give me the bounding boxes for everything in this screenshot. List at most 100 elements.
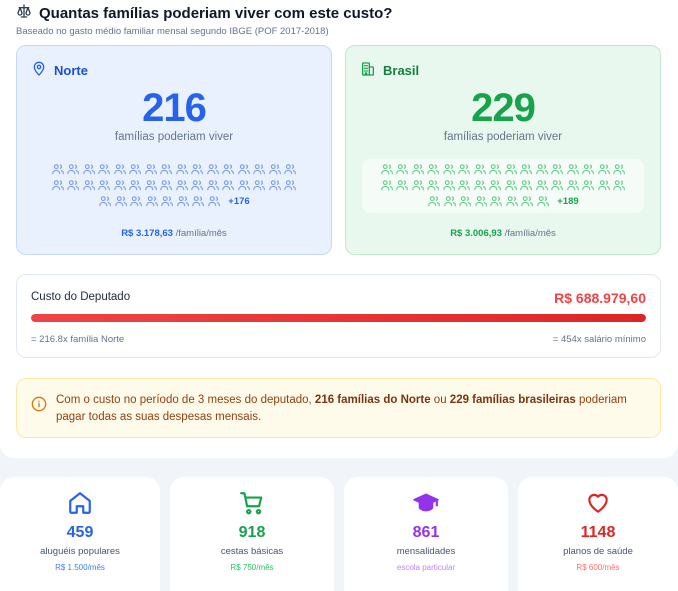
family-icon [128,162,142,176]
stat-label: planos de saúde [563,546,633,557]
alert-highlight-norte: 216 famílias do Norte [314,394,431,406]
family-icon [519,178,533,192]
family-icon [380,178,394,192]
family-icon [457,178,471,192]
family-icon [536,194,550,208]
cost-title: Custo do Deputado [31,291,131,303]
stat-value: 1148 [580,524,616,541]
family-icon [612,178,626,192]
family-icon [550,178,564,192]
family-icon [457,162,471,176]
family-icon [237,178,251,192]
family-icon [380,162,394,176]
family-icon [504,178,518,192]
family-icon [283,162,297,176]
family-icon [159,178,173,192]
family-icon [283,178,297,192]
family-count-label: famílias poderiam viver [443,131,563,143]
family-icon [113,178,127,192]
family-icon [489,194,503,208]
alert-message: Com o custo no período de 3 meses do dep… [56,394,627,423]
heart-icon [585,490,611,516]
stat-label: mensalidades [396,546,456,557]
scale-icon [16,3,32,23]
family-icon [82,178,96,192]
family-icon [488,162,502,176]
region-card-brasil: Brasil 229 famílias poderiam viver +189 … [345,45,661,255]
family-icon [206,178,220,192]
stat-label: aluguéis populares [40,546,120,557]
family-icon [411,178,425,192]
family-icon [207,194,221,208]
family-icon [519,162,533,176]
family-count-label: famílias poderiam viver [114,131,234,143]
family-icon [175,162,189,176]
graduation-cap-icon [413,490,439,516]
info-alert: Com o custo no período de 3 meses do dep… [16,378,661,438]
family-icon [144,178,158,192]
stat-value: 861 [412,524,440,541]
map-pin-icon [31,61,47,80]
family-icon [51,178,65,192]
stat-card-groceries: 918 cestas básicas R$ 750/mês [170,477,334,591]
family-icon [474,194,488,208]
stat-card-tuition: 861 mensalidades escola particular [344,477,508,591]
family-icon-grid: +189 [362,159,644,213]
cost-value: R$ 688.979,60 [554,290,646,306]
family-icon [97,178,111,192]
stat-card-rent: 459 aluguéis populares R$ 1.500/mês [0,477,160,591]
family-comparison-card: Quantas famílias poderiam viver com este… [0,0,678,458]
family-cost-unit: /família/mês [172,228,227,239]
region-name: Norte [54,63,88,78]
family-icon [443,194,457,208]
stat-sub: R$ 750/mês [230,563,274,572]
family-icon [581,178,595,192]
home-icon [67,490,93,516]
cost-salary-ratio: = 454x salário mínimo [552,334,646,345]
family-cost-value: R$ 3.178,63 [121,228,173,239]
family-icon [252,162,266,176]
family-icon [66,162,80,176]
cost-progress-bar [31,314,646,322]
family-icon [206,162,220,176]
family-icon [581,162,595,176]
family-icon [550,162,564,176]
stat-label: cestas básicas [220,546,284,557]
family-icon [505,194,519,208]
family-icon [221,162,235,176]
section-subtitle: Baseado no gasto médio familiar mensal s… [16,26,329,37]
family-cost: R$ 3.006,93 /família/mês [346,228,660,239]
family-icon [442,178,456,192]
family-icon [612,162,626,176]
family-count: 229 [471,86,536,130]
section-title: Quantas famílias poderiam viver com este… [39,4,393,22]
family-icon [66,178,80,192]
region-card-norte: Norte 216 famílias poderiam viver +176 R… [16,45,332,255]
stat-sub: R$ 1.500/mês [55,563,105,572]
family-icon [566,162,580,176]
deputy-cost-card: Custo do Deputado R$ 688.979,60 = 216.8x… [16,274,661,358]
family-icon [221,178,235,192]
family-icon [160,194,174,208]
family-icon [252,178,266,192]
family-icon [426,178,440,192]
family-icon [176,194,190,208]
family-icon [114,194,128,208]
family-icon [566,178,580,192]
stat-value: 918 [238,524,266,541]
family-icon [520,194,534,208]
family-icon-grid: +176 [33,159,315,213]
family-icon [597,162,611,176]
family-icon [411,162,425,176]
region-name: Brasil [383,63,420,78]
family-icon [395,162,409,176]
info-icon [31,396,47,412]
family-icon [237,162,251,176]
family-icon [504,162,518,176]
family-icon [535,162,549,176]
family-icon [268,162,282,176]
family-icon [82,162,96,176]
family-icon [488,178,502,192]
alert-highlight-brasil: 229 famílias brasileiras [449,394,576,406]
family-icon [144,162,158,176]
